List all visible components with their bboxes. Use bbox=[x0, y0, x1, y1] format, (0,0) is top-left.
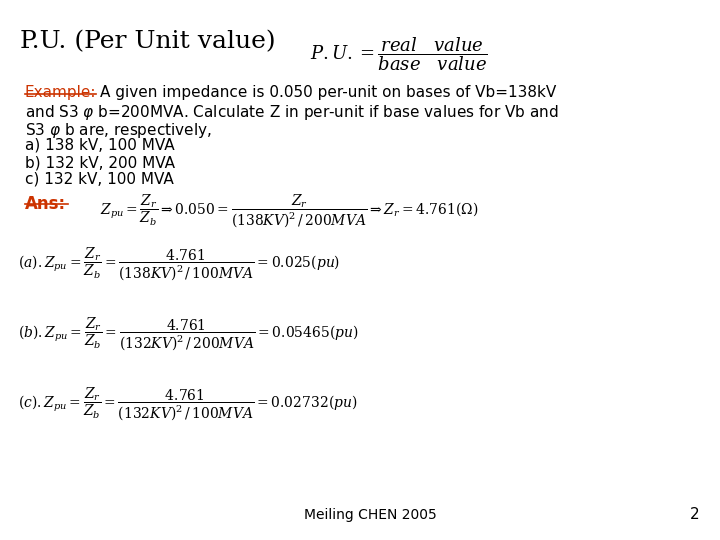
Text: P.U. (Per Unit value): P.U. (Per Unit value) bbox=[20, 30, 276, 53]
Text: $Z_{pu} = \dfrac{Z_r}{Z_b} \Rightarrow 0.050 = \dfrac{Z_r}{(138KV)^2\,/\,200MVA}: $Z_{pu} = \dfrac{Z_r}{Z_b} \Rightarrow 0… bbox=[100, 192, 478, 229]
Text: and S3 $\varphi$ b=200MVA. Calculate Z in per-unit if base values for Vb and: and S3 $\varphi$ b=200MVA. Calculate Z i… bbox=[25, 103, 559, 122]
Text: Meiling CHEN 2005: Meiling CHEN 2005 bbox=[304, 508, 436, 522]
Text: $(c).Z_{pu} = \dfrac{Z_r}{Z_b} = \dfrac{4.761}{(132KV)^2\,/\,100MVA} = 0.02732(p: $(c).Z_{pu} = \dfrac{Z_r}{Z_b} = \dfrac{… bbox=[18, 385, 358, 422]
Text: $(a).Z_{pu} = \dfrac{Z_r}{Z_b} = \dfrac{4.761}{(138KV)^2\,/\,100MVA} = 0.025(pu): $(a).Z_{pu} = \dfrac{Z_r}{Z_b} = \dfrac{… bbox=[18, 245, 341, 282]
Text: Example:: Example: bbox=[25, 85, 96, 100]
Text: A given impedance is 0.050 per-unit on bases of Vb=138kV: A given impedance is 0.050 per-unit on b… bbox=[100, 85, 557, 100]
Text: c) 132 kV, 100 MVA: c) 132 kV, 100 MVA bbox=[25, 172, 174, 187]
Text: $P.U. = \dfrac{real\ \ \ value}{base\ \ \ value}$: $P.U. = \dfrac{real\ \ \ value}{base\ \ … bbox=[310, 35, 488, 73]
Text: $(b).Z_{pu} = \dfrac{Z_r}{Z_b} = \dfrac{4.761}{(132KV)^2\,/\,200MVA} = 0.05465(p: $(b).Z_{pu} = \dfrac{Z_r}{Z_b} = \dfrac{… bbox=[18, 315, 359, 352]
Text: b) 132 kV, 200 MVA: b) 132 kV, 200 MVA bbox=[25, 155, 175, 170]
Text: 2: 2 bbox=[690, 507, 700, 522]
Text: Ans:: Ans: bbox=[25, 195, 66, 213]
Text: a) 138 kV, 100 MVA: a) 138 kV, 100 MVA bbox=[25, 138, 175, 153]
Text: S3 $\varphi$ b are, respectively,: S3 $\varphi$ b are, respectively, bbox=[25, 121, 212, 140]
